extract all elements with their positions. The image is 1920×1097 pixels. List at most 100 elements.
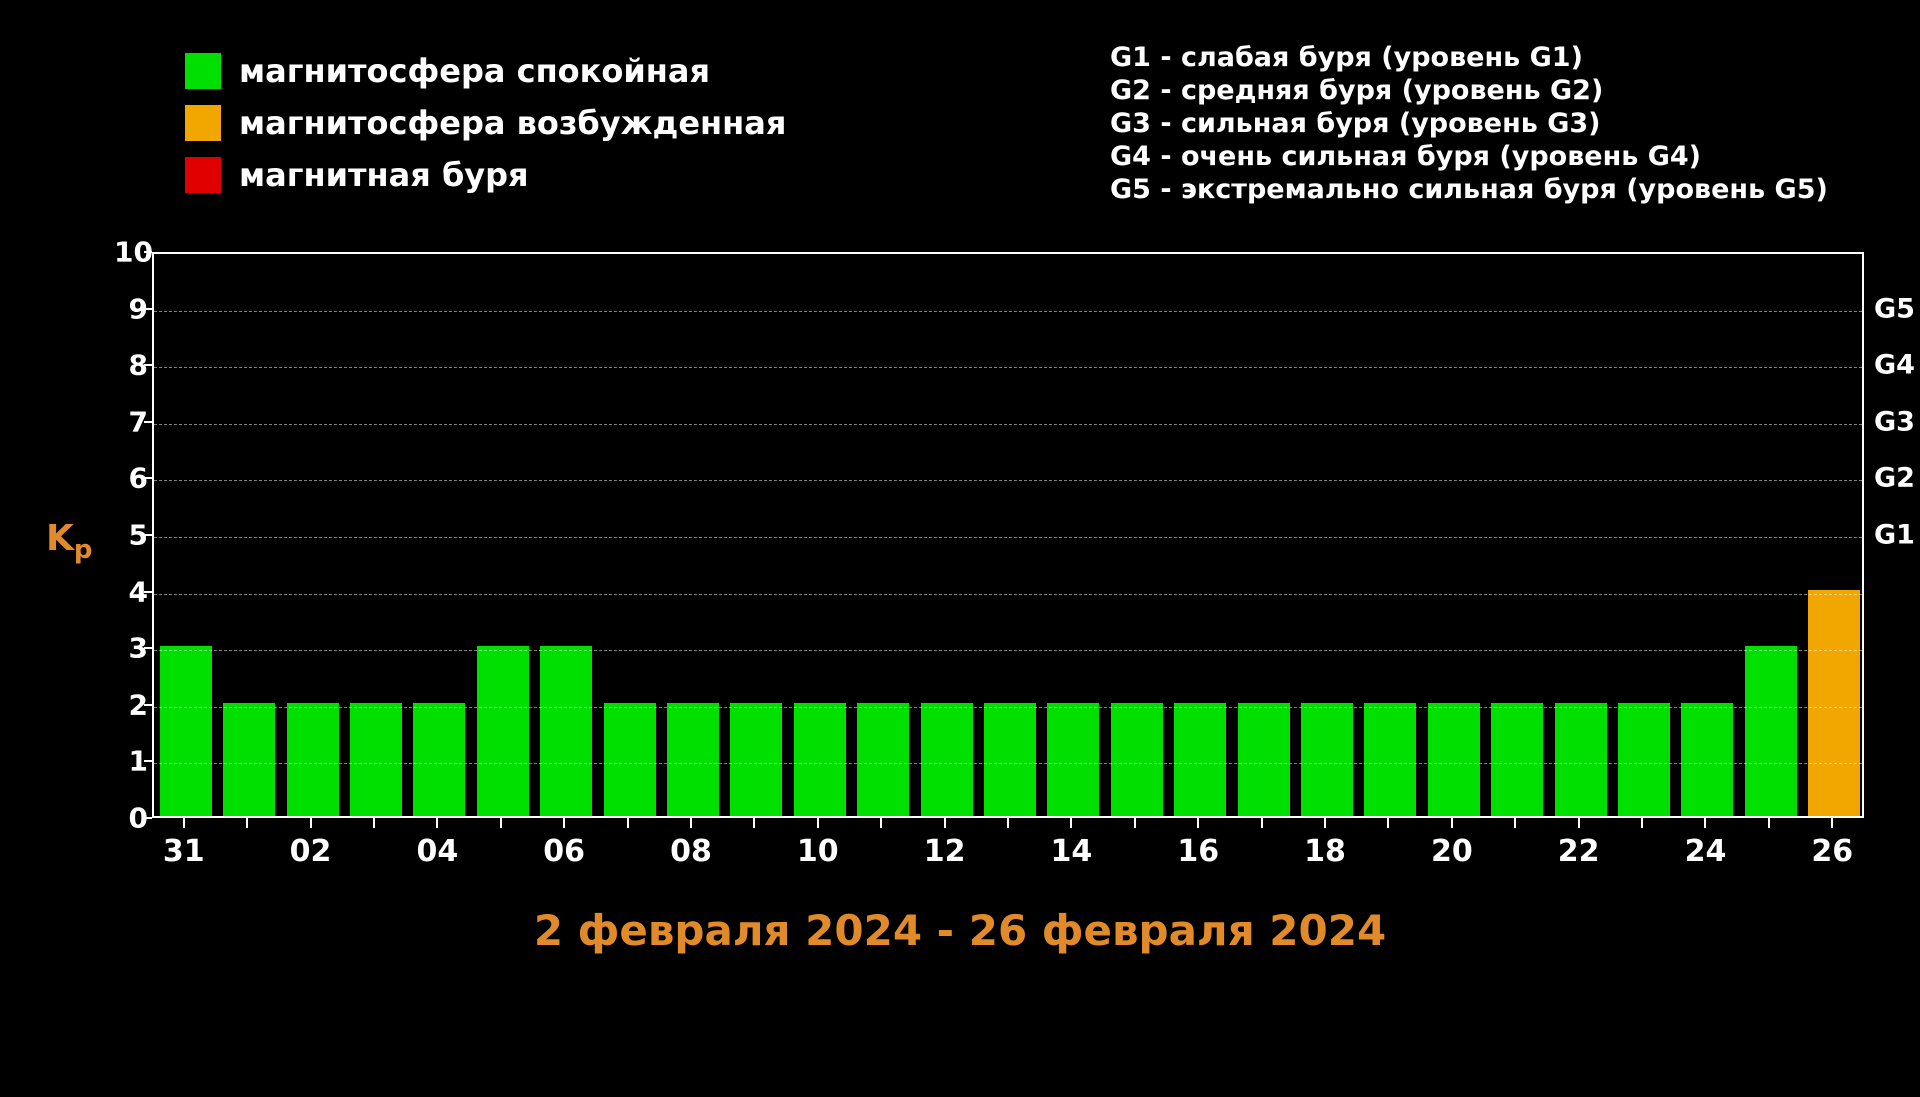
kp-bar xyxy=(1364,703,1416,816)
x-tick-mark xyxy=(436,818,438,828)
y-tick-mark xyxy=(144,591,152,593)
date-range-title: 2 февраля 2024 - 26 февраля 2024 xyxy=(0,906,1920,955)
x-tick-mark xyxy=(1261,818,1263,828)
y-tick-mark xyxy=(144,704,152,706)
x-tick-mark xyxy=(1070,818,1072,828)
y-tick-label: 10 xyxy=(114,236,148,269)
swatch-calm xyxy=(185,53,221,89)
x-tick-label: 10 xyxy=(797,834,839,869)
legend-label-storm: магнитная буря xyxy=(239,156,529,194)
y-tick-mark xyxy=(144,534,152,536)
kp-bar xyxy=(667,703,719,816)
bar-group xyxy=(154,254,1862,816)
gridline xyxy=(154,707,1862,708)
legend-label-active: магнитосфера возбужденная xyxy=(239,104,786,142)
y-tick-mark xyxy=(144,817,152,819)
kp-bar xyxy=(1111,703,1163,816)
kp-bar xyxy=(1681,703,1733,816)
x-tick-mark xyxy=(880,818,882,828)
x-tick-mark xyxy=(183,818,185,828)
y-tick-mark xyxy=(144,251,152,253)
kp-bar xyxy=(1238,703,1290,816)
x-tick-mark xyxy=(1514,818,1516,828)
kp-bar xyxy=(1745,646,1797,816)
storm-level-legend: G1 - слабая буря (уровень G1) G2 - средн… xyxy=(1110,42,1828,205)
kp-bar xyxy=(413,703,465,816)
storm-level-g2: G2 - средняя буря (уровень G2) xyxy=(1110,75,1828,106)
x-tick-mark xyxy=(246,818,248,828)
y-tick-mark xyxy=(144,760,152,762)
kp-bar xyxy=(921,703,973,816)
y-tick-mark xyxy=(144,364,152,366)
legend-item-storm: магнитная буря xyxy=(185,156,786,194)
y-tick-label: 7 xyxy=(114,405,148,438)
gridline xyxy=(154,311,1862,312)
g-level-label: G2 xyxy=(1874,463,1915,494)
kp-bar xyxy=(984,703,1036,816)
g-level-label: G3 xyxy=(1874,406,1915,437)
x-tick-mark xyxy=(1641,818,1643,828)
kp-bar xyxy=(1555,703,1607,816)
g-level-label: G1 xyxy=(1874,520,1915,551)
x-tick-label: 08 xyxy=(670,834,712,869)
kp-bar xyxy=(223,703,275,816)
x-tick-mark xyxy=(1578,818,1580,828)
kp-bar xyxy=(1491,703,1543,816)
x-tick-label: 22 xyxy=(1558,834,1600,869)
legend-item-calm: магнитосфера спокойная xyxy=(185,52,786,90)
x-tick-label: 26 xyxy=(1811,834,1853,869)
gridline xyxy=(154,424,1862,425)
swatch-active xyxy=(185,105,221,141)
y-tick-mark xyxy=(144,308,152,310)
x-tick-label: 12 xyxy=(924,834,966,869)
x-tick-label: 14 xyxy=(1051,834,1093,869)
x-tick-mark xyxy=(690,818,692,828)
x-tick-mark xyxy=(753,818,755,828)
kp-bar xyxy=(1808,590,1860,816)
x-tick-mark xyxy=(1134,818,1136,828)
x-tick-mark xyxy=(1007,818,1009,828)
gridline xyxy=(154,763,1862,764)
x-tick-mark xyxy=(627,818,629,828)
gridline xyxy=(154,537,1862,538)
kp-bar xyxy=(1301,703,1353,816)
kp-bar xyxy=(477,646,529,816)
x-tick-mark xyxy=(1197,818,1199,828)
kp-bar xyxy=(857,703,909,816)
y-tick-mark xyxy=(144,477,152,479)
kp-bar xyxy=(1428,703,1480,816)
x-tick-mark xyxy=(1324,818,1326,828)
storm-level-g3: G3 - сильная буря (уровень G3) xyxy=(1110,108,1828,139)
x-tick-label: 16 xyxy=(1177,834,1219,869)
x-tick-mark xyxy=(944,818,946,828)
x-tick-label: 31 xyxy=(163,834,205,869)
x-tick-mark xyxy=(1704,818,1706,828)
kp-bar xyxy=(160,646,212,816)
gridline xyxy=(154,367,1862,368)
y-tick-label: 5 xyxy=(114,519,148,552)
y-axis-label: Kp xyxy=(46,518,92,565)
x-tick-mark xyxy=(1387,818,1389,828)
y-tick-mark xyxy=(144,647,152,649)
y-tick-label: 6 xyxy=(114,462,148,495)
kp-bar xyxy=(1047,703,1099,816)
x-tick-mark xyxy=(1768,818,1770,828)
y-tick-label: 0 xyxy=(114,802,148,835)
y-tick-label: 9 xyxy=(114,292,148,325)
y-tick-label: 3 xyxy=(114,632,148,665)
x-tick-label: 24 xyxy=(1685,834,1727,869)
x-tick-label: 18 xyxy=(1304,834,1346,869)
kp-bar xyxy=(287,703,339,816)
legend-label-calm: магнитосфера спокойная xyxy=(239,52,710,90)
kp-bar xyxy=(1618,703,1670,816)
g-level-label: G5 xyxy=(1874,293,1915,324)
x-tick-label: 06 xyxy=(543,834,585,869)
kp-bar xyxy=(350,703,402,816)
x-tick-mark xyxy=(1451,818,1453,828)
legend-left: магнитосфера спокойная магнитосфера возб… xyxy=(185,52,786,194)
y-tick-label: 2 xyxy=(114,688,148,721)
x-tick-mark xyxy=(1831,818,1833,828)
y-tick-label: 8 xyxy=(114,349,148,382)
kp-bar xyxy=(604,703,656,816)
g-level-label: G4 xyxy=(1874,350,1915,381)
